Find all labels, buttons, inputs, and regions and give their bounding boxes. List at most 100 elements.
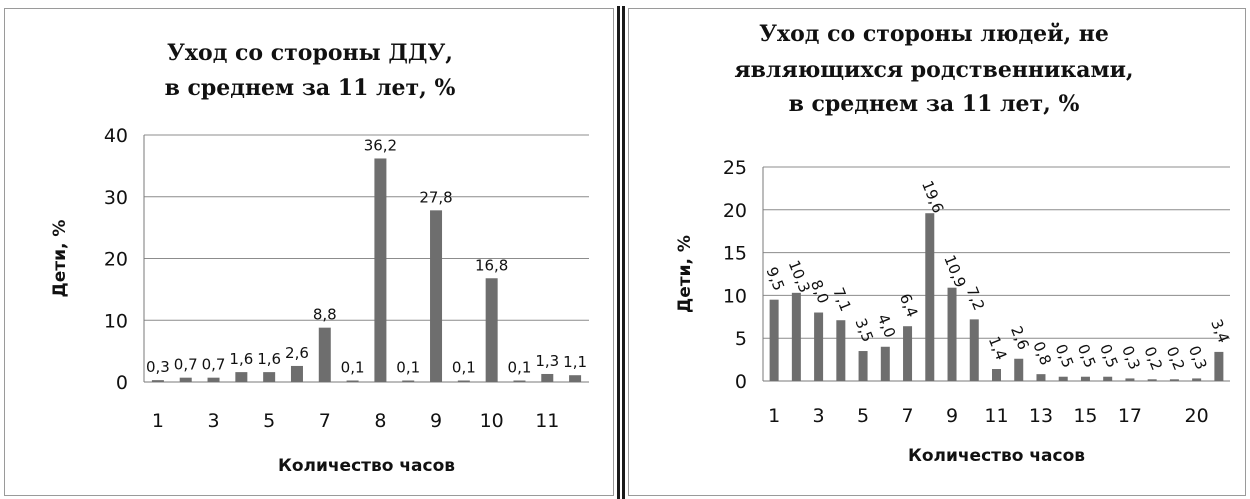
bar [1192,378,1202,381]
data-label: 2,6 [285,344,309,362]
data-label: 27,8 [419,188,452,206]
bar [1103,376,1113,381]
bar [858,351,868,381]
chart-panel-left: Уход со стороны ДДУ, в среднем за 11 лет,… [4,8,614,496]
bar [290,365,303,382]
panel-divider-b [622,6,625,499]
x-tick-label: 9 [430,410,442,432]
bar [346,380,359,382]
data-label: 1,6 [229,350,253,368]
data-label: 36,2 [364,136,397,154]
data-label: 1,1 [563,353,587,371]
bar [903,326,913,381]
bar [263,372,276,382]
x-tick-label: 10 [480,410,504,432]
bar [969,319,979,381]
chart-right: Уход со стороны людей, не являющихся родс… [675,21,1233,466]
bar [1125,378,1135,381]
bar [318,327,331,382]
y-tick-label: 0 [735,371,747,393]
x-tick-label: 9 [946,405,958,427]
data-label: 0,1 [508,359,532,377]
data-label: 1,6 [257,350,281,368]
bar [430,210,443,382]
bar [925,213,935,381]
bar [947,287,957,381]
data-label: 7,1 [829,285,855,314]
data-label: 8,8 [313,306,337,324]
bar [1147,379,1157,381]
x-tick-label: 11 [535,410,559,432]
bar [151,380,164,382]
bar [1036,374,1046,381]
bar [569,375,582,382]
x-tick-label: 8 [374,410,386,432]
bar [457,380,470,382]
bar [992,369,1001,381]
y-tick-label: 25 [723,157,747,179]
bar [513,380,526,382]
bar [1080,376,1090,381]
data-label: 2,6 [1007,323,1033,352]
x-tick-label: 3 [813,405,825,427]
x-tick-label: 1 [768,405,780,427]
bar [485,278,498,382]
chart-title-line: в среднем за 11 лет, % [165,75,456,101]
x-tick-label: 11 [984,405,1008,427]
data-label: 0,7 [174,356,198,374]
chart-left: Уход со стороны ДДУ, в среднем за 11 лет,… [50,40,589,476]
chart-title-line: являющихся родственниками, [734,57,1133,83]
data-label: 0,5 [1096,341,1122,370]
bar [235,372,248,382]
data-label: 7,2 [963,284,989,313]
x-axis-title: Количество часов [278,456,455,476]
bar [179,377,192,382]
y-tick-label: 0 [116,372,128,394]
data-label: 3,5 [851,316,877,345]
data-label: 0,5 [1074,341,1100,370]
data-label: 16,8 [475,256,508,274]
bar [541,373,554,382]
x-tick-label: 13 [1029,405,1053,427]
chart-title-line: Уход со стороны людей, не [759,21,1109,47]
data-label: 8,0 [807,277,833,306]
x-tick-label: 5 [263,410,275,432]
y-tick-label: 15 [723,243,747,265]
x-tick-label: 1 [152,410,164,432]
x-tick-label: 7 [319,410,331,432]
y-tick-label: 10 [723,285,747,307]
data-label: 0,8 [1029,339,1055,368]
data-label: 3,4 [1207,317,1233,346]
bar [769,299,779,381]
x-axis-title: Количество часов [908,446,1085,466]
data-label: 1,3 [535,352,559,370]
bar [1169,379,1179,381]
y-axis-title: Дети, % [675,235,695,313]
bar [402,380,415,382]
y-tick-label: 20 [104,249,128,271]
data-label: 0,3 [1118,343,1144,372]
x-tick-label: 20 [1185,405,1209,427]
data-label: 0,1 [452,359,476,377]
chart-panel-right: Уход со стороны людей, не являющихся родс… [628,8,1246,496]
y-tick-label: 30 [104,187,128,209]
data-label: 0,3 [146,358,170,376]
x-tick-label: 15 [1073,405,1097,427]
data-label: 0,7 [202,356,226,374]
data-label: 0,5 [1052,341,1078,370]
bar [791,292,801,381]
x-tick-label: 3 [207,410,219,432]
bar [207,377,220,382]
chart-title-line: в среднем за 11 лет, % [789,91,1080,117]
data-label: 0,2 [1140,344,1166,373]
chart-title-line: Уход со стороны ДДУ, [167,40,453,66]
data-label: 0,3 [1185,343,1211,372]
data-label: 10,9 [940,252,969,290]
data-label: 0,1 [341,359,365,377]
panel-divider-a [617,6,620,499]
y-tick-label: 20 [723,200,747,222]
y-axis-title: Дети, % [50,220,70,298]
data-label: 9,5 [762,264,788,293]
x-tick-label: 5 [857,405,869,427]
data-label: 4,0 [874,312,900,341]
